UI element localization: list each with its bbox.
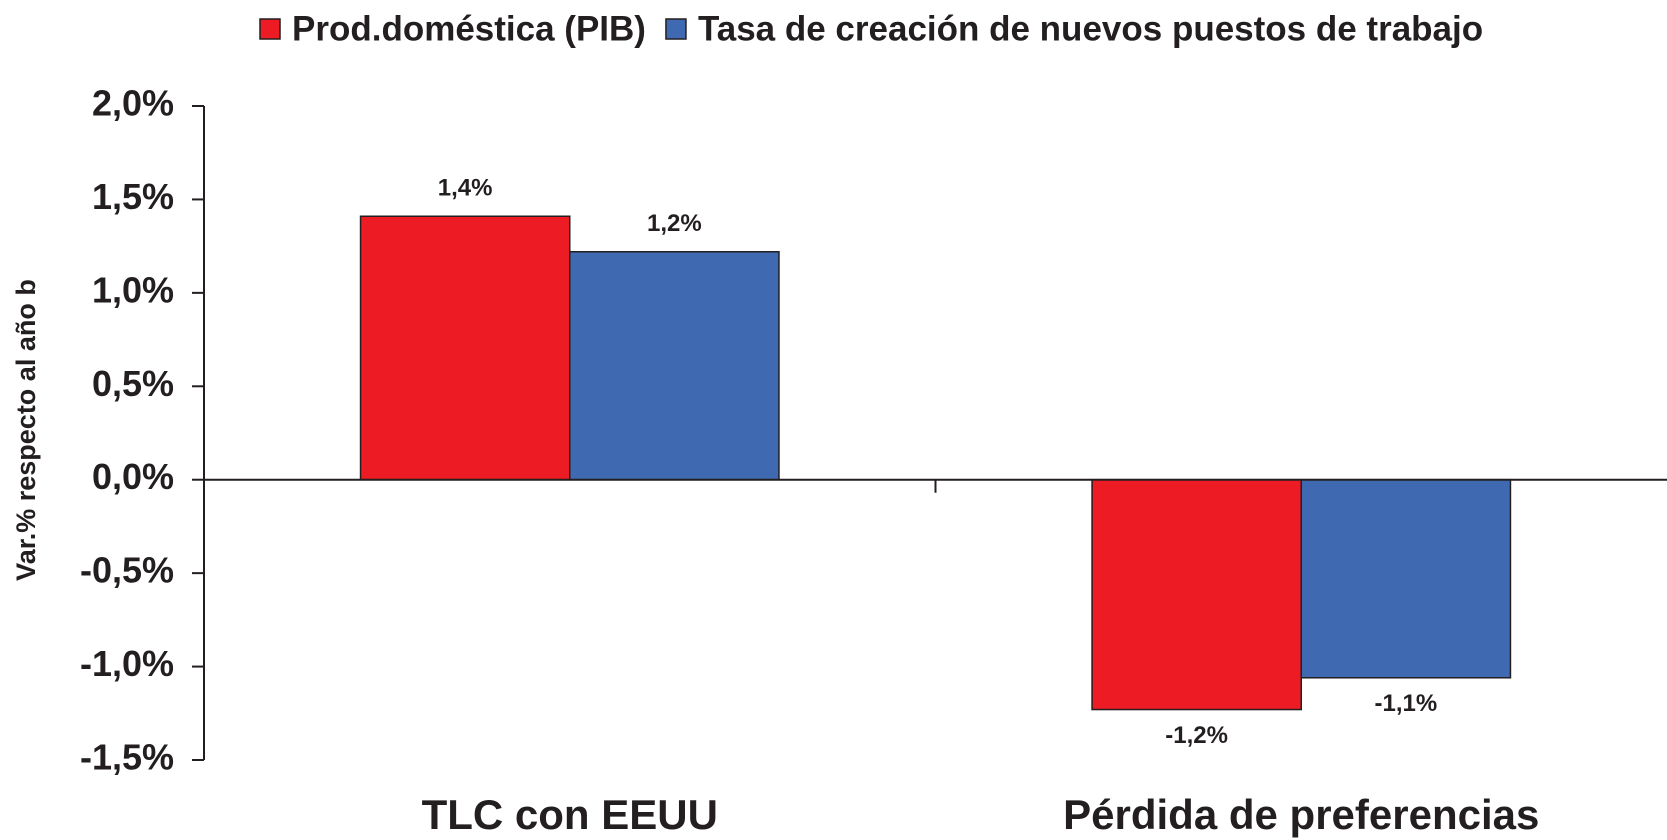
y-tick-label: 0,0% — [92, 456, 174, 497]
value-label: -1,2% — [1165, 722, 1228, 749]
value-label: 1,4% — [438, 175, 493, 202]
legend-label: Tasa de creación de nuevos puestos de tr… — [698, 9, 1483, 48]
bar — [1300, 478, 1512, 679]
legend-swatch — [665, 18, 687, 40]
y-tick-label: -0,5% — [80, 550, 174, 591]
y-tick-label: 2,0% — [92, 83, 174, 124]
value-label: -1,1% — [1375, 690, 1438, 717]
bar — [569, 250, 780, 481]
y-axis-label: Var.% respecto al año b — [11, 279, 41, 581]
y-tick-label: 1,5% — [92, 176, 174, 217]
bar — [359, 215, 571, 481]
y-tick-label: -1,5% — [80, 737, 174, 778]
bar — [1091, 478, 1303, 711]
legend-swatch — [259, 18, 281, 40]
y-tick-label: -1,0% — [80, 643, 174, 684]
x-tick-label: Pérdida de preferencias — [1063, 791, 1539, 838]
y-tick-label: 1,0% — [92, 269, 174, 310]
legend-label: Prod.doméstica (PIB) — [292, 9, 646, 48]
value-label: 1,2% — [647, 210, 702, 237]
y-tick-label: 0,5% — [92, 363, 174, 404]
x-tick-label: TLC con EEUU — [422, 791, 718, 838]
